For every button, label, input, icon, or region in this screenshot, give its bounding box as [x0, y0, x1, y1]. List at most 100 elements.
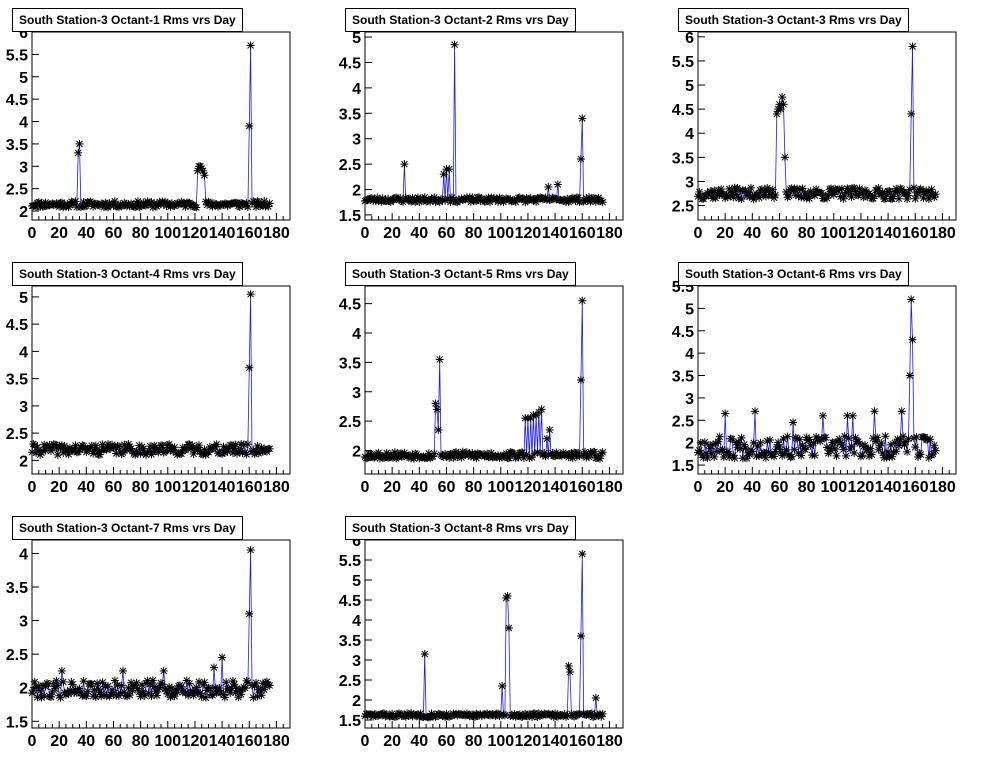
- y-tick-label: 2: [352, 183, 361, 200]
- data-point: [714, 437, 723, 446]
- chart-panel: South Station-3 Octant-8 Rms vrs Day 0 20 4…: [333, 508, 663, 762]
- x-tick-label: 120: [182, 479, 209, 496]
- data-point: [756, 438, 765, 447]
- x-tick-label: 80: [132, 733, 150, 750]
- y-tick-label: 3.5: [672, 369, 694, 386]
- data-point: [878, 187, 887, 196]
- x-tick-label: 160: [236, 225, 263, 242]
- data-point: [116, 688, 125, 697]
- y-tick-label: 4: [685, 346, 694, 363]
- y-tick-label: 3.5: [339, 355, 361, 372]
- chart-panel: South Station-3 Octant-7 Rms vrs Day 0 20 4…: [0, 508, 330, 762]
- data-point: [931, 446, 940, 455]
- data-point: [877, 439, 886, 448]
- data-point: [265, 681, 274, 690]
- x-tick-label: 120: [515, 225, 542, 242]
- data-point: [91, 692, 100, 701]
- data-point: [881, 432, 890, 441]
- data-point: [220, 693, 229, 702]
- data-point: [897, 407, 906, 416]
- x-tick-label: 60: [438, 733, 456, 750]
- x-tick-label: 0: [694, 225, 703, 242]
- x-tick-label: 120: [182, 225, 209, 242]
- data-point: [598, 448, 607, 457]
- data-point: [500, 711, 509, 720]
- data-point: [498, 682, 507, 690]
- y-tick-label: 3: [685, 391, 694, 408]
- chart-panel: South Station-3 Octant-4 Rms vrs Day 0 20 4…: [0, 254, 330, 508]
- y-tick-label: 3.5: [6, 372, 28, 389]
- x-tick-label: 140: [542, 225, 569, 242]
- data-point: [829, 438, 838, 447]
- x-tick-label: 0: [28, 225, 37, 242]
- y-tick-label: 3.5: [6, 580, 28, 597]
- data-point: [737, 433, 746, 442]
- x-tick-label: 80: [465, 479, 483, 496]
- x-tick-label: 40: [410, 733, 428, 750]
- data-point: [576, 155, 585, 164]
- y-tick-label: 2.5: [339, 157, 361, 174]
- data-point: [113, 441, 122, 450]
- data-point: [431, 399, 440, 408]
- data-point: [45, 692, 54, 701]
- data-point: [695, 446, 704, 455]
- data-point: [908, 42, 917, 51]
- data-point: [870, 407, 879, 416]
- data-point: [700, 438, 709, 447]
- x-tick-label: 100: [820, 479, 847, 496]
- x-tick-label: 160: [236, 733, 263, 750]
- x-tick-label: 140: [209, 733, 236, 750]
- chart-title: South Station-3 Octant-3 Rms vrs Day: [678, 8, 909, 32]
- data-point: [912, 433, 921, 442]
- chart-panel: South Station-3 Octant-2 Rms vrs Day 0 20 4…: [333, 0, 663, 254]
- x-tick-label: 0: [28, 479, 37, 496]
- data-point: [71, 197, 80, 206]
- x-tick-label: 100: [487, 225, 514, 242]
- data-point: [147, 692, 156, 701]
- data-point: [591, 694, 600, 702]
- data-point: [264, 202, 273, 211]
- x-tick-label: 160: [569, 479, 596, 496]
- x-tick-label: 60: [771, 479, 789, 496]
- x-tick-label: 180: [263, 225, 290, 242]
- plot-svg: 0 20 40 60 80 100 120 140 160 180 2 2.5 3 3.5 4 4.5 5 5.5…: [6, 25, 291, 242]
- data-point: [82, 692, 91, 701]
- data-point: [779, 435, 788, 444]
- y-tick-label: 5: [19, 70, 28, 87]
- data-point: [173, 687, 182, 696]
- data-point: [717, 185, 726, 194]
- y-tick-label: 4: [352, 613, 361, 630]
- x-tick-label: 40: [410, 225, 428, 242]
- x-tick-label: 60: [105, 479, 123, 496]
- data-point: [926, 435, 935, 444]
- x-tick-label: 100: [820, 225, 847, 242]
- plot-svg: 0 20 40 60 80 100 120 140 160 180 1.5 2 2.5 3 3.5 4 4.5 5: [339, 30, 624, 242]
- series-line: [31, 45, 270, 209]
- x-tick-label: 120: [182, 733, 209, 750]
- x-tick-label: 100: [154, 225, 181, 242]
- plot-frame: [364, 539, 624, 729]
- data-point: [93, 679, 102, 688]
- y-tick-label: 2: [685, 436, 694, 453]
- data-point: [779, 100, 788, 109]
- x-tick-label: 140: [875, 225, 902, 242]
- data-point: [719, 453, 728, 462]
- data-point: [246, 41, 255, 50]
- data-point: [237, 690, 246, 699]
- data-point: [578, 296, 587, 305]
- x-tick-label: 80: [465, 225, 483, 242]
- data-point: [52, 676, 61, 685]
- data-point: [152, 691, 161, 700]
- x-tick-label: 20: [716, 225, 734, 242]
- x-tick-label: 160: [902, 225, 929, 242]
- data-point: [245, 609, 254, 618]
- y-tick-label: 5.5: [672, 54, 694, 71]
- y-tick-label: 2.5: [339, 673, 361, 690]
- data-point: [930, 441, 939, 450]
- data-point: [68, 680, 77, 689]
- data-point: [245, 122, 254, 130]
- data-point: [192, 203, 201, 212]
- data-point: [772, 109, 781, 118]
- y-tick-label: 2.5: [672, 199, 694, 216]
- data-point: [810, 451, 819, 460]
